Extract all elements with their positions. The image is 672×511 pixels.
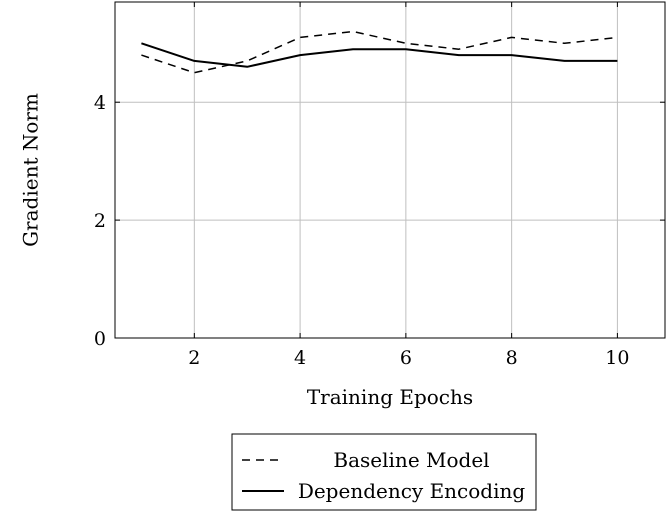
y-tick-label-0: 0 [94,328,106,350]
legend: Baseline Model Dependency Encoding [231,433,537,511]
x-tick-label-10: 10 [605,347,629,369]
y-tick-label-2: 2 [94,210,106,232]
axis-ticks: 2 4 6 8 10 0 2 4 [94,2,665,369]
x-tick-label-4: 4 [294,347,306,369]
legend-box [231,433,537,511]
x-tick-label-6: 6 [400,347,412,369]
legend-label-dependency-encoding: Dependency Encoding [298,479,526,503]
x-tick-label-8: 8 [506,347,518,369]
plot-frame [114,1,666,339]
grid [115,2,665,339]
series-line-dependency-encoding [141,42,618,68]
x-tick-label-2: 2 [188,347,200,369]
y-axis-label: Gradient Norm [19,93,43,247]
series-lines [141,30,618,74]
x-axis-label: Training Epochs [307,385,473,409]
legend-label-baseline-model: Baseline Model [333,448,489,472]
series-line-baseline-model [141,30,618,74]
y-tick-label-4: 4 [94,92,106,114]
